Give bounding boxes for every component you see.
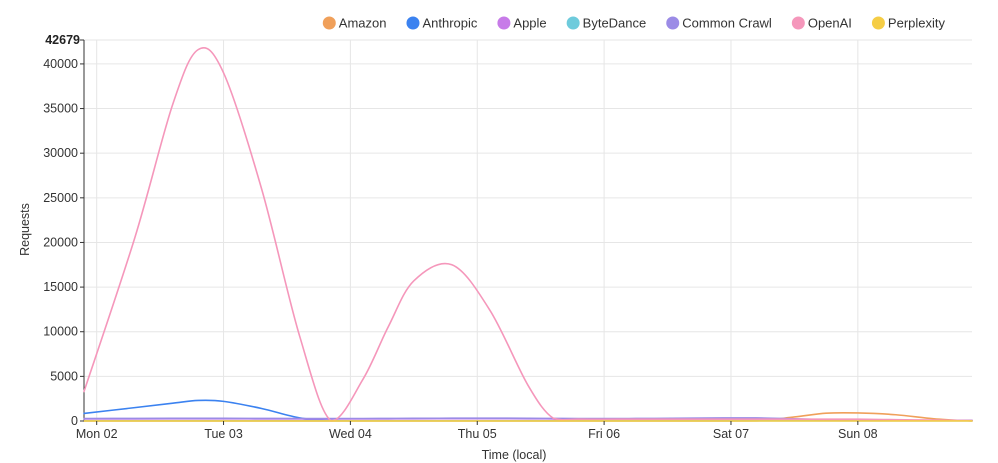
legend-label: Amazon bbox=[339, 16, 387, 31]
legend-item-apple[interactable]: Apple bbox=[497, 16, 547, 31]
legend-label: OpenAI bbox=[808, 16, 852, 31]
series-line-openai bbox=[83, 47, 973, 422]
x-tick-labels: Mon 02 Tue 03 Wed 04 Thu 05 Fri 06 Sat 07 Sun … bbox=[76, 421, 878, 441]
y-tick-label: 40000 bbox=[43, 57, 78, 71]
x-tick-label: Mon 02 bbox=[76, 427, 118, 441]
legend-marker bbox=[791, 16, 805, 30]
grid bbox=[84, 39, 972, 421]
y-tick-label: 10000 bbox=[43, 325, 78, 339]
y-tick-label: 5000 bbox=[50, 369, 78, 383]
y-tick-labels: 0 5000 10000 15000 20000 25000 30000 35000 40000 bbox=[43, 39, 84, 428]
legend-label: ByteDance bbox=[583, 16, 647, 31]
y-tick-label: 15000 bbox=[43, 280, 78, 294]
axes bbox=[83, 40, 972, 422]
legend-item-bytedance[interactable]: ByteDance bbox=[566, 16, 647, 31]
legend-item-common-crawl[interactable]: Common Crawl bbox=[666, 16, 772, 31]
legend-marker bbox=[871, 16, 885, 30]
legend-label: Common Crawl bbox=[682, 16, 772, 31]
legend-label: Apple bbox=[513, 16, 546, 31]
x-tick-label: Sun 08 bbox=[838, 427, 878, 441]
y-tick-label: 25000 bbox=[43, 191, 78, 205]
legend: Amazon Anthropic Apple ByteDance Common Craw… bbox=[322, 16, 946, 31]
legend-item-openai[interactable]: OpenAI bbox=[791, 16, 852, 31]
legend-marker bbox=[322, 16, 336, 30]
x-tick-label: Tue 03 bbox=[204, 427, 243, 441]
series-lines bbox=[83, 47, 973, 422]
legend-item-amazon[interactable]: Amazon bbox=[322, 16, 387, 31]
x-tick-label: Wed 04 bbox=[329, 427, 372, 441]
legend-item-anthropic[interactable]: Anthropic bbox=[406, 16, 478, 31]
series-line-anthropic bbox=[83, 399, 973, 422]
legend-marker bbox=[566, 16, 580, 30]
y-max-label: 42679 bbox=[45, 33, 80, 47]
y-tick-label: 35000 bbox=[43, 102, 78, 116]
y-tick-label: 20000 bbox=[43, 235, 78, 249]
x-axis-title: Time (local) bbox=[482, 448, 547, 462]
legend-marker bbox=[497, 16, 511, 30]
y-tick-label: 0 bbox=[71, 414, 78, 428]
x-tick-label: Fri 06 bbox=[588, 427, 620, 441]
legend-marker bbox=[666, 16, 680, 30]
legend-item-perplexity[interactable]: Perplexity bbox=[871, 16, 946, 31]
legend-label: Perplexity bbox=[888, 16, 946, 31]
x-tick-label: Sat 07 bbox=[713, 427, 749, 441]
legend-marker bbox=[406, 16, 420, 30]
y-axis-title: Requests bbox=[18, 203, 32, 256]
y-tick-label: 30000 bbox=[43, 146, 78, 160]
x-tick-label: Thu 05 bbox=[458, 427, 497, 441]
legend-label: Anthropic bbox=[422, 16, 477, 31]
